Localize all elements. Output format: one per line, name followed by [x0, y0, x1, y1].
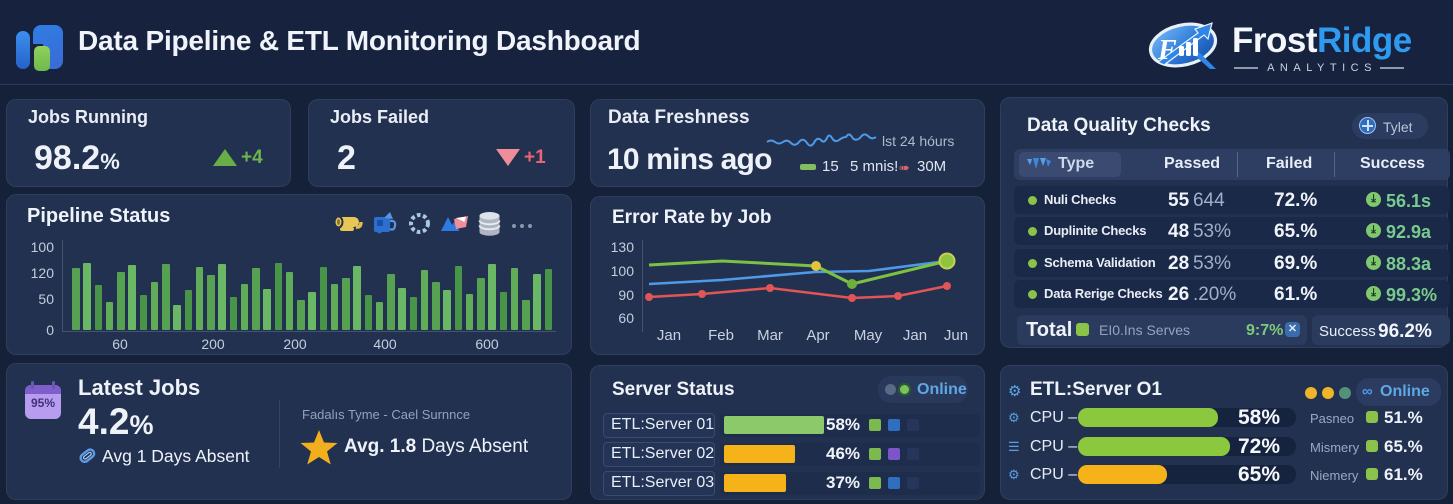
svg-text:F: F — [1157, 35, 1177, 66]
